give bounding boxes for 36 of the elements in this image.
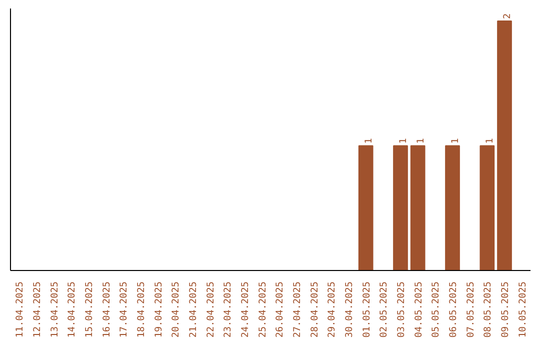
x-tick-label: 19.04.2025 (153, 281, 164, 338)
data-label: 1 (415, 138, 426, 144)
x-tick-label: 20.04.2025 (170, 281, 182, 338)
x-tick-label: 18.04.2025 (136, 281, 147, 338)
x-tick-label: 03.05.2025 (396, 281, 407, 338)
x-tick-label: 12.04.2025 (32, 281, 43, 338)
x-tick-label: 06.05.2025 (448, 281, 459, 338)
x-tick-label: 22.04.2025 (205, 281, 216, 338)
x-tick-label: 29.04.2025 (326, 281, 338, 338)
x-tick-label: 26.04.2025 (274, 281, 286, 338)
data-label: 1 (484, 138, 496, 144)
x-tick-label: 05.05.2025 (430, 281, 442, 338)
x-tick-label: 30.04.2025 (344, 281, 355, 338)
x-tick-label: 02.05.2025 (378, 281, 390, 338)
x-tick-label: 10.05.2025 (517, 281, 528, 338)
x-tick-label: 24.04.2025 (240, 281, 251, 338)
data-label: 1 (450, 138, 462, 144)
x-tick-label: 28.04.2025 (309, 281, 320, 338)
x-tick-label: 07.05.2025 (465, 281, 476, 338)
x-tick-label: 15.04.2025 (84, 281, 95, 338)
x-tick-label: 04.05.2025 (413, 281, 424, 338)
data-label: 1 (363, 138, 374, 144)
x-tick-label: 13.04.2025 (49, 281, 60, 338)
x-tick-label: 23.04.2025 (222, 281, 234, 338)
data-label: 2 (502, 13, 514, 19)
data-label: 1 (398, 138, 410, 144)
x-tick-label: 11.04.2025 (14, 281, 26, 338)
x-tick-label: 08.05.2025 (482, 281, 494, 338)
x-tick-label: 16.04.2025 (101, 281, 112, 338)
x-tick-label: 01.05.2025 (361, 281, 372, 338)
x-tick-label: 25.04.2025 (257, 281, 268, 338)
x-tick-label: 09.05.2025 (500, 281, 511, 338)
x-tick-label: 21.04.2025 (188, 281, 199, 338)
x-tick-label: 17.04.2025 (118, 281, 130, 338)
x-tick-label: 14.04.2025 (66, 281, 78, 338)
x-tick-label: 27.04.2025 (292, 281, 303, 338)
